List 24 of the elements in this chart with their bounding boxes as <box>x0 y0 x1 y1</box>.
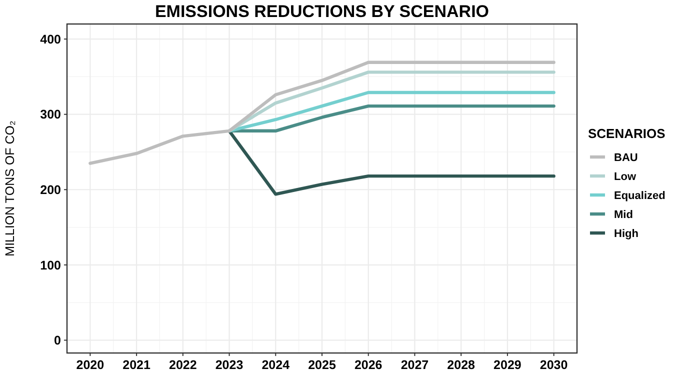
x-tick-label: 2026 <box>354 358 382 372</box>
legend-title: SCENARIOS <box>588 126 666 141</box>
x-tick-label: 2023 <box>215 358 244 372</box>
x-tick-label: 2028 <box>447 358 476 372</box>
x-tick-label: 2024 <box>262 358 290 372</box>
y-axis-title: MILLION TONS OF CO₂ <box>3 120 17 256</box>
x-tick-label: 2029 <box>494 358 522 372</box>
x-tick-label: 2021 <box>122 358 150 372</box>
chart-title: EMISSIONS REDUCTIONS BY SCENARIO <box>154 2 490 21</box>
x-tick-label: 2025 <box>308 358 336 372</box>
y-tick-label: 100 <box>40 258 62 272</box>
y-tick-label: 200 <box>40 183 62 198</box>
x-tick-label: 2030 <box>540 358 568 372</box>
legend-label: BAU <box>614 152 638 164</box>
y-tick-label: 0 <box>54 334 62 348</box>
y-tick-label: 400 <box>40 32 62 46</box>
x-tick-label: 2022 <box>169 358 197 372</box>
x-tick-label: 2020 <box>76 358 104 372</box>
legend-label: Low <box>614 170 636 183</box>
legend-label: Equalized <box>614 190 666 202</box>
x-tick-label: 2027 <box>400 358 429 372</box>
legend-label: Mid <box>614 208 633 221</box>
y-tick-label: 300 <box>40 108 62 122</box>
legend-label: High <box>614 228 639 240</box>
